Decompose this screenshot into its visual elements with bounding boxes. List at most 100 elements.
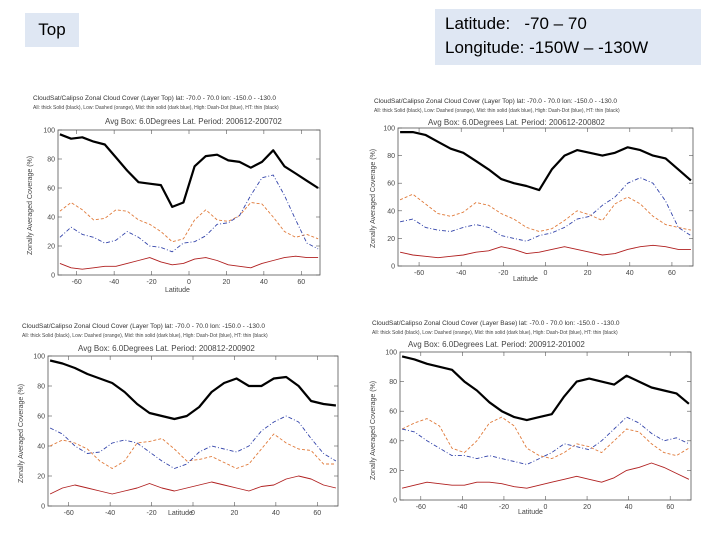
x-tick-label: -20 xyxy=(147,279,157,286)
y-tick-label: 80 xyxy=(389,379,397,386)
x-axis-label: Latitude xyxy=(513,276,538,283)
x-tick-label: 0 xyxy=(187,279,191,286)
y-tick-label: 80 xyxy=(387,153,395,160)
x-tick-label: 20 xyxy=(223,279,231,286)
x-tick-label: 20 xyxy=(583,504,591,511)
x-tick-label: 20 xyxy=(231,510,239,517)
chart-svg: 0 20 40 60 80 100 -60 -40 -20 0 20 40 60 xyxy=(43,128,321,286)
x-tick-label: 0 xyxy=(544,270,548,277)
series-line-low xyxy=(59,202,319,243)
series-line-high xyxy=(49,475,337,495)
chart-title: CloudSat/Calipso Zonal Cloud Cover (Laye… xyxy=(22,323,266,330)
x-tick-label: 60 xyxy=(297,279,305,286)
series-line-middle xyxy=(401,416,690,465)
chart-subtitle: Avg Box: 6.0Degrees Lat. Period: 200812-… xyxy=(78,344,255,353)
y-tick-label: 40 xyxy=(37,444,45,451)
y-tick-label: 100 xyxy=(383,126,395,133)
series-line-middle xyxy=(400,177,692,242)
chart-legend-text: All: thick Solid (black), Low: Dashed (o… xyxy=(22,333,268,339)
chart-panel-3: CloudSat/Calipso Zonal Cloud Cover (Laye… xyxy=(18,323,339,521)
chart-title: CloudSat/Calipso Zonal Cloud Cover (Laye… xyxy=(372,320,620,327)
chart-subtitle: Avg Box: 6.0Degrees Lat. Period: 200612-… xyxy=(105,117,282,126)
x-tick-label: 40 xyxy=(625,504,633,511)
y-tick-label: 40 xyxy=(387,208,395,215)
x-tick-label: -40 xyxy=(109,279,119,286)
series-line-high xyxy=(401,462,690,489)
x-tick-label: 60 xyxy=(668,270,676,277)
plot-frame xyxy=(397,127,694,267)
series-line-low xyxy=(401,416,690,460)
x-tick-label: 60 xyxy=(666,504,674,511)
chart-panel-4: CloudSat/Calipso Zonal Cloud Cover (Laye… xyxy=(368,320,693,520)
y-tick-label: 80 xyxy=(47,157,55,164)
series-line-total xyxy=(401,355,690,422)
x-tick-label: -20 xyxy=(499,504,509,511)
y-tick-label: 40 xyxy=(47,215,55,222)
y-tick-label: 60 xyxy=(37,414,45,421)
chart-legend-text: All: thick Solid (black), Low: Dashed (o… xyxy=(33,105,279,111)
series-line-total xyxy=(400,130,692,192)
x-tick-label: 20 xyxy=(584,270,592,277)
x-axis-label: Latitude xyxy=(168,510,193,517)
y-tick-label: 100 xyxy=(385,350,397,357)
x-tick-label: 60 xyxy=(313,510,321,517)
x-tick-label: -60 xyxy=(72,279,82,286)
y-tick-label: 0 xyxy=(51,273,55,280)
chart-subtitle: Avg Box: 6.0Degrees Lat. Period: 200912-… xyxy=(408,340,585,349)
plot-frame xyxy=(47,355,339,507)
x-axis-label: Latitude xyxy=(165,287,190,294)
chart-legend-text: All: thick Solid (black), Low: Dashed (o… xyxy=(372,330,618,336)
y-tick-label: 100 xyxy=(33,354,45,361)
chart-svg: 0 20 40 60 80 100 -60 -40 -20 0 20 40 60 xyxy=(383,126,694,277)
y-tick-label: 60 xyxy=(389,409,397,416)
plot-frame xyxy=(57,129,321,276)
chart-panel-2: CloudSat/Calipso Zonal Cloud Cover (Laye… xyxy=(368,98,694,288)
series-line-total xyxy=(49,359,337,421)
y-tick-label: 20 xyxy=(389,468,397,475)
x-axis-label: Latitude xyxy=(518,509,543,516)
x-tick-label: 0 xyxy=(191,510,195,517)
plot-frame xyxy=(399,351,692,501)
chart-subtitle: Avg Box: 6.0Degrees Lat. Period: 200612-… xyxy=(428,118,605,127)
x-tick-label: -60 xyxy=(414,270,424,277)
series-line-high xyxy=(59,255,319,270)
chart-svg: 0 20 40 60 80 100 -60 -40 -20 0 20 40 60 xyxy=(385,350,692,511)
chart-legend-text: All: thick Solid (black), Low: Dashed (o… xyxy=(374,108,620,114)
y-tick-label: 60 xyxy=(47,186,55,193)
chart-svg: 0 20 40 60 80 100 -60 -40 -20 0 20 40 60 xyxy=(33,354,339,517)
y-tick-label: 100 xyxy=(43,128,55,135)
x-tick-label: 40 xyxy=(272,510,280,517)
x-tick-label: -20 xyxy=(498,270,508,277)
chart-title: CloudSat/Calipso Zonal Cloud Cover (Laye… xyxy=(374,98,618,105)
y-tick-label: 20 xyxy=(47,244,55,251)
coordinates-box: Latitude: -70 – 70 Longitude: -150W – -1… xyxy=(435,9,701,65)
y-tick-label: 80 xyxy=(37,384,45,391)
x-tick-label: -40 xyxy=(105,510,115,517)
y-tick-label: 60 xyxy=(387,181,395,188)
y-tick-label: 20 xyxy=(387,236,395,243)
series-line-low xyxy=(399,193,691,232)
x-tick-label: -20 xyxy=(147,510,157,517)
x-tick-label: -40 xyxy=(457,504,467,511)
x-tick-label: 40 xyxy=(260,279,268,286)
y-tick-label: 0 xyxy=(41,504,45,511)
series-line-high xyxy=(400,244,691,259)
series-line-middle xyxy=(49,415,337,469)
series-line-low xyxy=(49,433,336,469)
x-tick-label: -60 xyxy=(416,504,426,511)
y-tick-label: 0 xyxy=(391,264,395,271)
latitude-text: Latitude: -70 – 70 xyxy=(445,14,587,33)
y-tick-label: 20 xyxy=(37,474,45,481)
y-tick-label: 40 xyxy=(389,438,397,445)
x-tick-label: 40 xyxy=(626,270,634,277)
longitude-text: Longitude: -150W – -130W xyxy=(445,38,649,57)
chart-title: CloudSat/Calipso Zonal Cloud Cover (Laye… xyxy=(33,95,277,102)
series-line-total xyxy=(59,133,319,209)
y-tick-label: 0 xyxy=(393,498,397,505)
x-tick-label: -40 xyxy=(456,270,466,277)
top-label: Top xyxy=(25,13,79,47)
series-line-middle xyxy=(59,174,319,253)
x-tick-label: -60 xyxy=(64,510,74,517)
x-tick-label: 0 xyxy=(544,504,548,511)
chart-panel-1: CloudSat/Calipso Zonal Cloud Cover (Laye… xyxy=(25,95,321,300)
